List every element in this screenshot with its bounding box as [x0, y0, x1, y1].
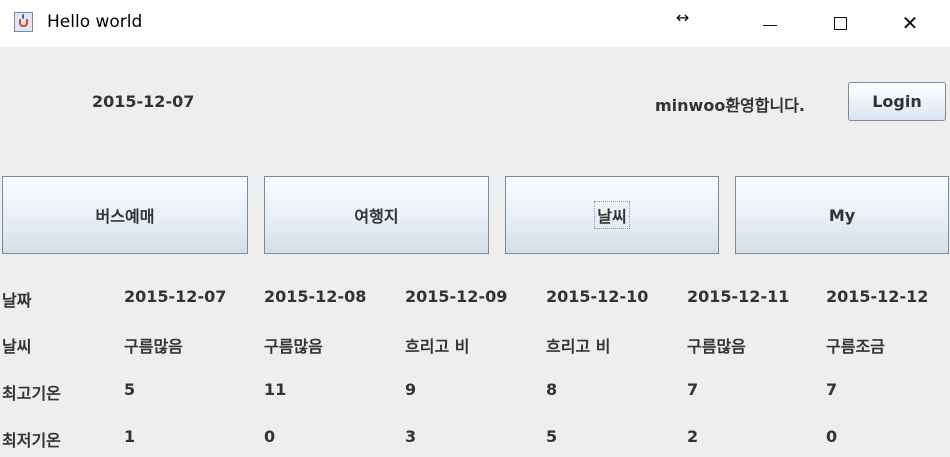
row-label-weather: 날씨 [2, 337, 32, 356]
high-temp-cell: 7 [687, 380, 699, 399]
close-button[interactable]: ✕ [895, 8, 925, 38]
high-temp-cell: 11 [264, 380, 287, 399]
title-bar: Hello world ↔ ✕ [0, 0, 950, 47]
java-app-icon [14, 12, 33, 32]
row-label-high-temp: 최고기온 [2, 384, 61, 403]
weather-cell: 흐리고 비 [546, 337, 611, 356]
high-temp-cell: 7 [826, 380, 838, 399]
travel-destination-label: 여행지 [354, 207, 399, 226]
low-temp-cell: 3 [405, 427, 417, 446]
welcome-message: minwoo환영합니다. [655, 96, 805, 115]
date-cell: 2015-12-11 [687, 287, 790, 306]
row-label-date: 날짜 [2, 291, 32, 310]
minimize-icon [763, 24, 777, 26]
weather-cell: 구름조금 [826, 337, 885, 356]
weather-button[interactable]: 날씨 [505, 176, 719, 254]
weather-cell: 구름많음 [264, 337, 323, 356]
current-date: 2015-12-07 [92, 92, 195, 111]
high-temp-cell: 5 [124, 380, 136, 399]
low-temp-cell: 0 [264, 427, 276, 446]
weather-label: 날씨 [594, 201, 630, 229]
resize-cursor-icon: ↔ [676, 8, 690, 27]
maximize-button[interactable] [825, 8, 855, 38]
low-temp-cell: 5 [546, 427, 558, 446]
minimize-button[interactable] [755, 8, 785, 38]
weather-cell: 구름많음 [687, 337, 746, 356]
low-temp-cell: 2 [687, 427, 699, 446]
date-cell: 2015-12-07 [124, 287, 227, 306]
my-page-button[interactable]: My [735, 176, 949, 254]
bus-reservation-label: 버스예매 [95, 207, 155, 226]
low-temp-cell: 1 [124, 427, 136, 446]
date-cell: 2015-12-08 [264, 287, 367, 306]
date-cell: 2015-12-10 [546, 287, 649, 306]
travel-destination-button[interactable]: 여행지 [264, 176, 489, 254]
login-button[interactable]: Login [848, 82, 946, 121]
row-label-low-temp: 최저기온 [2, 431, 61, 450]
window-title: Hello world [47, 12, 143, 32]
maximize-icon [833, 16, 847, 30]
high-temp-cell: 9 [405, 380, 417, 399]
my-page-label: My [828, 205, 856, 225]
bus-reservation-button[interactable]: 버스예매 [2, 176, 248, 254]
close-icon: ✕ [901, 11, 919, 35]
date-cell: 2015-12-09 [405, 287, 508, 306]
weather-cell: 흐리고 비 [405, 337, 470, 356]
high-temp-cell: 8 [546, 380, 558, 399]
low-temp-cell: 0 [826, 427, 838, 446]
date-cell: 2015-12-12 [826, 287, 929, 306]
weather-cell: 구름많음 [124, 337, 183, 356]
